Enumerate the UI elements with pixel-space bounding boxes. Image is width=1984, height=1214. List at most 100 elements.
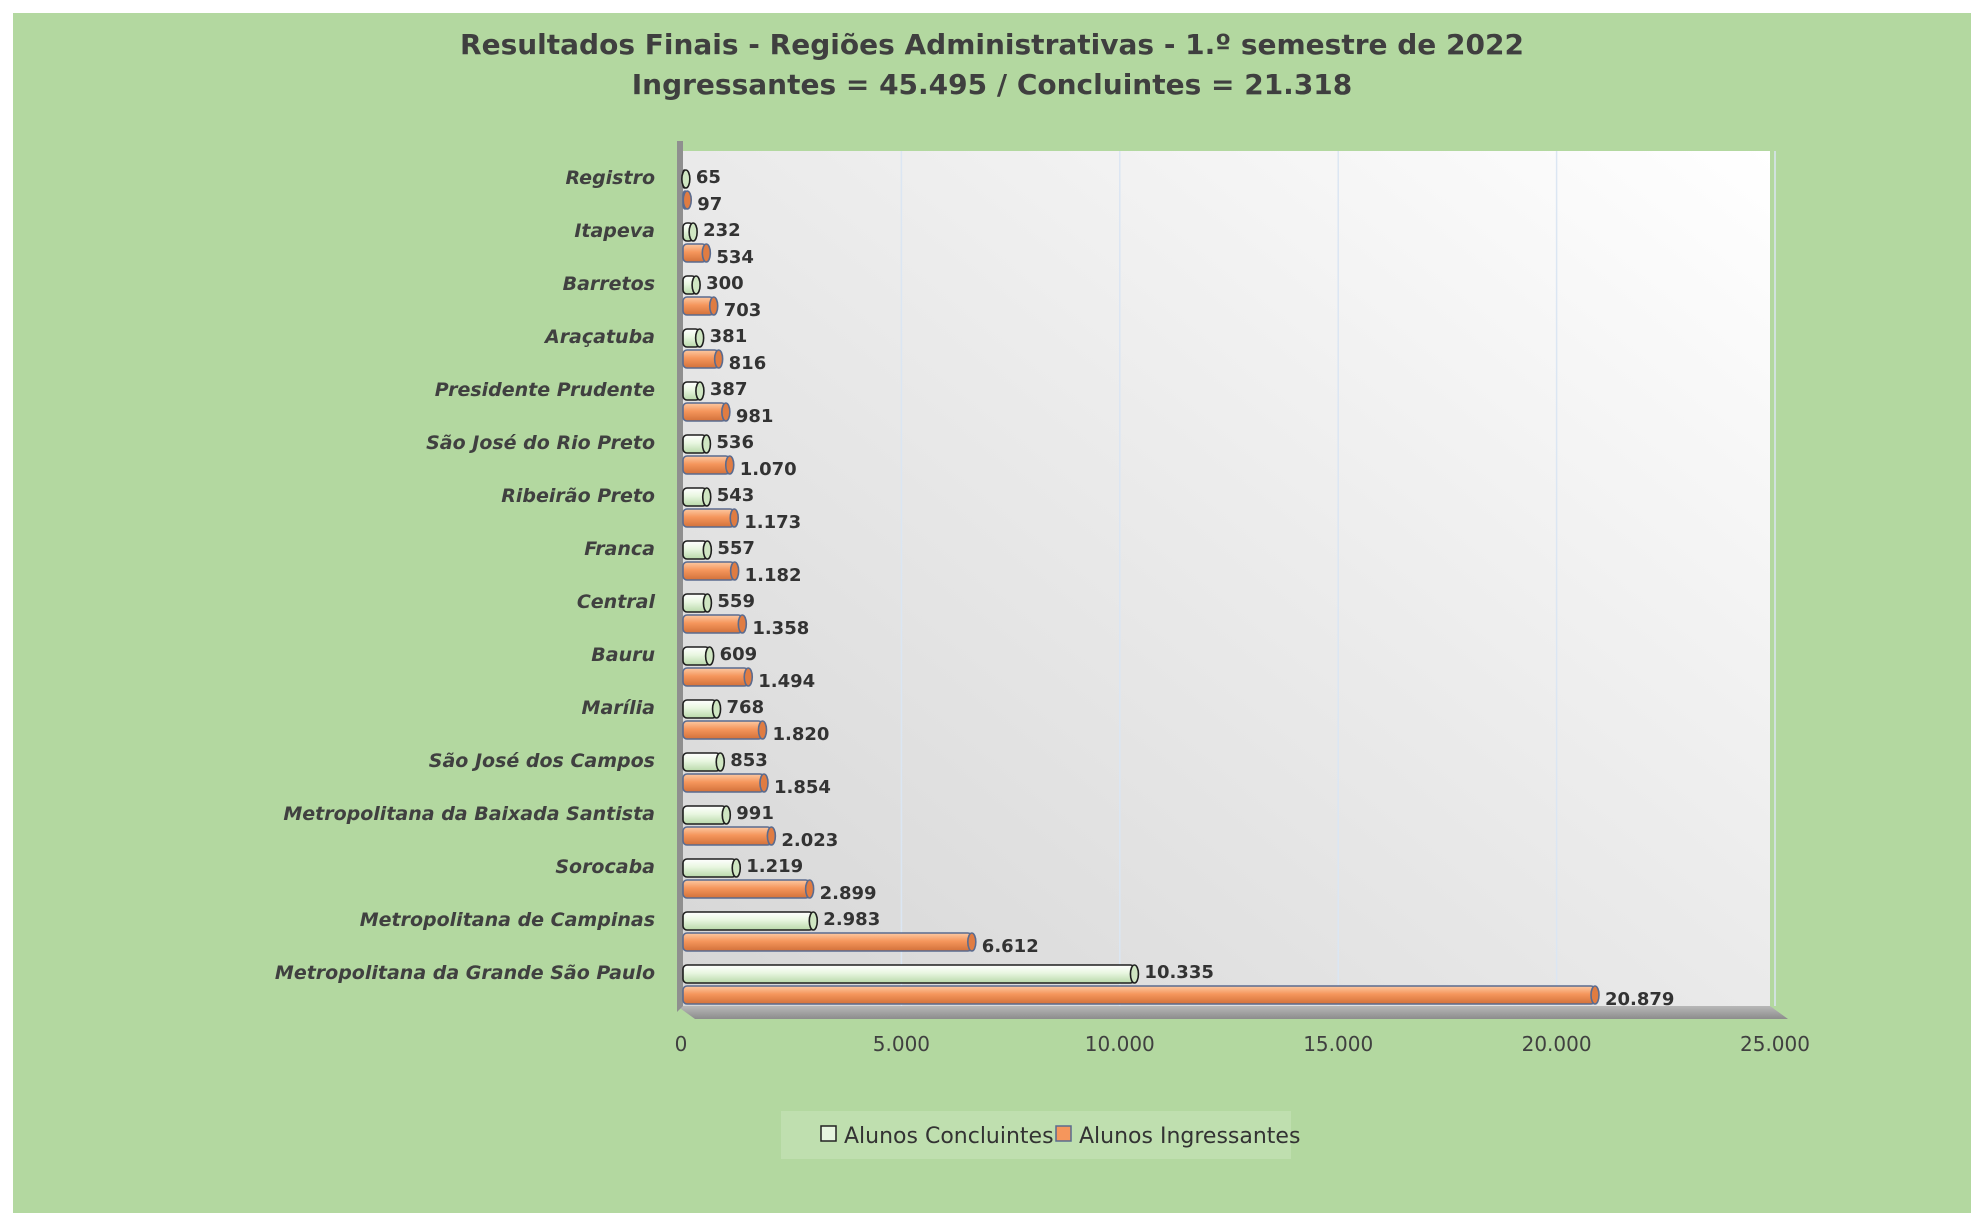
bar-ingressantes-cap xyxy=(743,667,754,687)
bar-concluintes-cap xyxy=(688,222,698,242)
bar-concluintes-cap xyxy=(681,169,691,189)
bar-concluintes xyxy=(682,222,698,242)
bar-concluintes-cap xyxy=(691,275,701,295)
category-label: Itapeva xyxy=(574,220,655,242)
value-label-ingressantes: 2.899 xyxy=(820,883,877,904)
value-label-concluintes: 559 xyxy=(717,591,755,612)
bar-concluintes-body xyxy=(682,911,815,931)
category-label: Franca xyxy=(584,538,655,560)
bar-concluintes xyxy=(682,487,712,507)
bar-concluintes-cap xyxy=(704,646,715,666)
bar-concluintes-cap xyxy=(695,381,705,401)
category-label: Barretos xyxy=(563,273,655,295)
x-tick-label: 5.000 xyxy=(873,1032,930,1056)
bar-ingressantes-cap xyxy=(724,455,735,475)
bar-concluintes-cap xyxy=(694,328,705,348)
bars xyxy=(681,169,1600,1005)
bar-ingressantes-cap xyxy=(1590,985,1600,1005)
bar-concluintes xyxy=(681,169,691,189)
plot-area xyxy=(677,141,1788,1019)
value-label-ingressantes: 703 xyxy=(724,300,762,321)
bar-ingressantes-body xyxy=(682,826,773,846)
x-tick-label: 20.000 xyxy=(1522,1032,1592,1056)
x-axis-ticks: 0 5.000 10.000 15.000 20.000 25.000 xyxy=(675,1032,1810,1056)
value-label-ingressantes: 20.879 xyxy=(1605,989,1674,1010)
value-label-concluintes: 853 xyxy=(730,750,768,771)
bar-concluintes xyxy=(682,646,715,666)
legend-label-concluintes: Alunos Concluintes xyxy=(844,1124,1054,1149)
bar-ingressantes xyxy=(682,508,740,528)
value-label-ingressantes: 97 xyxy=(697,194,722,215)
bar-concluintes xyxy=(682,699,722,719)
value-label-ingressantes: 816 xyxy=(729,353,767,374)
bar-concluintes xyxy=(682,805,732,825)
category-label: Central xyxy=(577,591,656,613)
category-label: Registro xyxy=(566,167,656,189)
chart-title: Resultados Finais - Regiões Administrati… xyxy=(460,28,1524,61)
bar-ingressantes-cap xyxy=(708,296,719,316)
bar-concluintes xyxy=(682,328,705,348)
bar-concluintes-cap xyxy=(808,911,819,931)
bar-ingressantes-body xyxy=(682,879,811,899)
value-label-ingressantes: 2.023 xyxy=(781,830,838,851)
chart-subtitle: Ingressantes = 45.495 / Concluintes = 21… xyxy=(632,68,1353,101)
bar-ingressantes-body xyxy=(682,614,744,634)
bar-ingressantes xyxy=(682,773,769,793)
value-label-concluintes: 768 xyxy=(727,697,765,718)
value-label-concluintes: 543 xyxy=(717,485,755,506)
bar-ingressantes xyxy=(682,667,754,687)
value-label-ingressantes: 1.182 xyxy=(745,565,802,586)
value-label-concluintes: 387 xyxy=(710,379,748,400)
value-label-concluintes: 381 xyxy=(710,326,748,347)
value-label-concluintes: 1.219 xyxy=(746,856,803,877)
bar-ingressantes-body xyxy=(682,720,764,740)
bar-ingressantes-cap xyxy=(721,402,731,422)
legend-background xyxy=(781,1111,1291,1159)
gridlines xyxy=(900,151,1776,1006)
value-label-concluintes: 65 xyxy=(696,167,721,188)
bar-concluintes-body xyxy=(682,858,738,878)
x-tick-label: 25.000 xyxy=(1740,1032,1810,1056)
value-label-concluintes: 300 xyxy=(706,273,744,294)
bar-concluintes xyxy=(682,964,1140,984)
value-label-concluintes: 10.335 xyxy=(1144,962,1213,983)
value-label-concluintes: 232 xyxy=(703,220,741,241)
bar-concluintes-body xyxy=(682,805,728,825)
bar-ingressantes xyxy=(682,614,748,634)
bar-ingressantes-body xyxy=(682,561,736,581)
category-label: Ribeirão Preto xyxy=(501,485,655,507)
bar-concluintes-cap xyxy=(731,858,742,878)
category-label: Sorocaba xyxy=(555,856,655,878)
bar-concluintes-cap xyxy=(702,540,713,560)
value-label-ingressantes: 1.070 xyxy=(740,459,797,480)
bar-ingressantes xyxy=(682,349,724,369)
bar-ingressantes-cap xyxy=(804,879,815,899)
bar-concluintes-body xyxy=(682,699,718,719)
legend-label-ingressantes: Alunos Ingressantes xyxy=(1079,1124,1300,1149)
bar-concluintes-cap xyxy=(721,805,732,825)
bar-ingressantes-cap xyxy=(967,932,977,952)
bar-concluintes xyxy=(682,858,742,878)
bar-concluintes-cap xyxy=(711,699,722,719)
bar-concluintes-cap xyxy=(1129,964,1140,984)
bar-concluintes xyxy=(682,275,701,295)
bar-ingressantes-body xyxy=(682,402,727,422)
bar-concluintes-body xyxy=(682,964,1136,984)
bar-ingressantes-cap xyxy=(729,508,740,528)
value-label-ingressantes: 1.494 xyxy=(758,671,815,692)
bar-ingressantes xyxy=(682,243,712,263)
chart: Resultados Finais - Regiões Administrati… xyxy=(275,28,1810,1159)
category-label: Bauru xyxy=(591,644,655,666)
bar-concluintes-body xyxy=(682,752,722,772)
category-labels: Registro Itapeva Barretos Araçatuba Presiden… xyxy=(275,167,656,984)
bar-concluintes xyxy=(682,911,819,931)
value-label-ingressantes: 1.358 xyxy=(752,618,809,639)
bar-ingressantes-cap xyxy=(713,349,724,369)
value-label-concluintes: 609 xyxy=(720,644,758,665)
bar-concluintes xyxy=(682,381,705,401)
chart-frame: Resultados Finais - Regiões Administrati… xyxy=(13,13,1971,1213)
value-label-concluintes: 991 xyxy=(736,803,774,824)
bar-ingressantes-body xyxy=(682,932,973,952)
plot-wall xyxy=(683,151,1770,1006)
category-label: São José dos Campos xyxy=(429,750,655,772)
